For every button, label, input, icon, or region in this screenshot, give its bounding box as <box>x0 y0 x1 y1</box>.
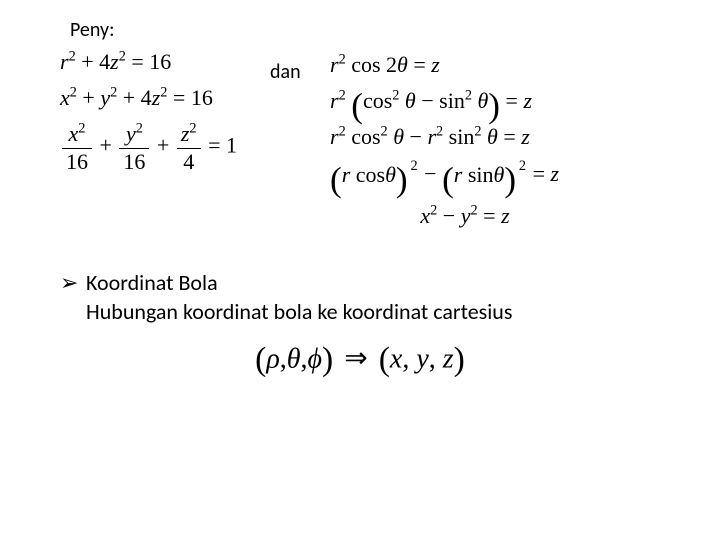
bullet-line-1: Koordinat Bola <box>86 268 218 298</box>
bullet-section: ➢ Koordinat Bola Hubungan koordinat bola… <box>60 268 660 327</box>
bullet-indent <box>60 297 86 327</box>
coordinate-relation: (ρ,θ,ϕ) ⇒ (x, y, z) <box>60 341 660 379</box>
slide: Peny: r2 + 4z2 = 16 x2 + y2 + 4z2 = 16 x… <box>0 0 720 540</box>
bullet-line-2: Hubungan koordinat bola ke koordinat car… <box>86 297 512 327</box>
right-eq-4: (r cosθ)2 − (r sinθ)2 = z <box>330 162 660 188</box>
peny-label: Peny: <box>70 18 660 42</box>
equation-columns: r2 + 4z2 = 16 x2 + y2 + 4z2 = 16 x216 + … <box>60 50 660 240</box>
bullet-glyph-icon: ➢ <box>60 268 86 298</box>
right-eq-5: x2 − y2 = z <box>330 204 660 228</box>
dan-label: dan <box>270 50 330 84</box>
left-eq-1: r2 + 4z2 = 16 <box>60 50 270 74</box>
right-eq-1: r2 cos 2θ = z <box>330 53 660 77</box>
left-eq-3: x216 + y216 + z24 = 1 <box>60 122 270 173</box>
left-eq-2: x2 + y2 + 4z2 = 16 <box>60 86 270 110</box>
right-eq-3: r2 cos2 θ − r2 sin2 θ = z <box>330 125 660 149</box>
right-eq-2: r2 (cos2 θ − sin2 θ) = z <box>330 89 660 113</box>
left-equations: r2 + 4z2 = 16 x2 + y2 + 4z2 = 16 x216 + … <box>60 50 270 186</box>
right-equations: r2 cos 2θ = z r2 (cos2 θ − sin2 θ) = z r… <box>330 50 660 240</box>
